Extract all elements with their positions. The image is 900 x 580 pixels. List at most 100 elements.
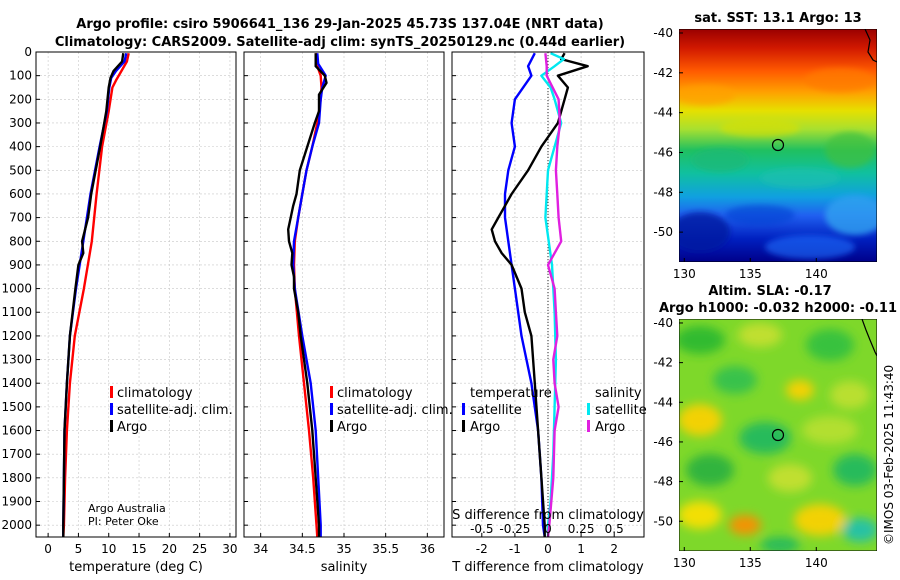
y-tick-label: 500	[9, 163, 32, 177]
sst-map	[679, 29, 877, 262]
x-tick-label: 0	[44, 542, 52, 556]
series-line-satellite-adj-clim-	[292, 53, 327, 537]
x-tick-label: 20	[162, 542, 177, 556]
sst-map-title: sat. SST: 13.1 Argo: 13	[694, 11, 861, 26]
map-y-tick-label: -50	[653, 514, 673, 528]
map-x-tick-label: 135	[739, 267, 762, 281]
series-line-satellite-adj-clim-	[62, 52, 128, 537]
legend-swatch-climatology	[110, 386, 113, 398]
map-y-tick-label: -42	[653, 66, 673, 80]
y-tick-label: 900	[9, 258, 32, 272]
legend-swatch-satellite	[110, 403, 113, 415]
x-tick-label: -1	[509, 542, 521, 556]
x-tick-label: 34.5	[289, 542, 316, 556]
map-y-tick-label: -44	[653, 395, 673, 409]
sla-map-title2: Argo h1000: -0.032 h2000: -0.11	[659, 301, 897, 316]
y-tick-label: 1600	[1, 424, 32, 438]
y-tick-label: 1100	[1, 305, 32, 319]
legend-label-climatology: climatology	[337, 386, 413, 401]
legend-swatch-s-argo	[587, 420, 590, 432]
map-y-tick-label: -46	[653, 145, 673, 159]
map-y-tick-label: -44	[653, 106, 673, 120]
legend-title-temperature: temperature	[470, 386, 552, 401]
difference-panel: -2 -1 0 1 2 -0.5 -0.25 0 0.25 0.5S difference fro…	[451, 51, 645, 575]
y-tick-label: 700	[9, 211, 32, 225]
temperature-panel: 0100200300400500600700800900100011001200…	[1, 45, 237, 575]
y-tick-label: 0	[24, 45, 32, 59]
x-tick-label: -2	[476, 542, 488, 556]
legend-title-salinity: salinity	[595, 386, 642, 401]
x-axis-label: temperature (deg C)	[69, 560, 203, 575]
map-y-tick-label: -40	[653, 26, 673, 40]
s-tick-label: -0.25	[499, 522, 530, 536]
x-tick-label: 30	[222, 542, 237, 556]
map-y-tick-label: -50	[653, 225, 673, 239]
sla-texture	[679, 323, 877, 551]
difference-legend: temperature satellite Argo salinity sate…	[462, 386, 647, 435]
legend-label-t-argo: Argo	[470, 420, 500, 435]
y-tick-label: 1800	[1, 471, 32, 485]
series-line-argo	[62, 53, 125, 537]
x-tick-label: 25	[192, 542, 207, 556]
y-tick-label: 100	[9, 69, 32, 83]
coastline	[861, 319, 877, 357]
map-y-tick-label: -46	[653, 435, 673, 449]
salinity-legend: climatology satellite-adj. clim. Argo	[330, 386, 453, 435]
salinity-panel: 34 34.5 35 35.5 36 salinity	[243, 51, 445, 575]
map-y-tick-label: -40	[653, 316, 673, 330]
s-axis-label: S difference from climatology	[452, 508, 644, 523]
y-tick-label: 600	[9, 187, 32, 201]
y-tick-label: 800	[9, 234, 32, 248]
sst-texture	[679, 68, 877, 259]
legend-swatch-argo	[110, 420, 113, 432]
series-line-s-argo	[544, 53, 563, 538]
y-tick-label: 1000	[1, 282, 32, 296]
map-y-tick-label: -48	[653, 185, 673, 199]
legend-swatch-satellite	[330, 403, 333, 415]
x-tick-label: 35.5	[372, 542, 399, 556]
x-axis-label: T difference from climatology	[451, 560, 644, 575]
credit-line1: Argo Australia	[88, 502, 166, 515]
x-tick-label: 36	[420, 542, 435, 556]
sla-map	[679, 319, 877, 551]
legend-label-s-satellite: satellite	[595, 403, 647, 418]
sla-map-axes: -40 -42 -44 -46 -48 -50 130 135 140	[653, 316, 827, 570]
plot-frame	[35, 51, 237, 538]
legend-label-argo: Argo	[117, 420, 147, 435]
x-tick-label: 34	[253, 542, 268, 556]
y-tick-label: 2000	[1, 518, 32, 532]
sla-argo-marker	[771, 428, 785, 442]
x-tick-label: 15	[131, 542, 146, 556]
x-axis-label: salinity	[321, 560, 368, 575]
map-x-tick-label: 130	[673, 267, 696, 281]
y-tick-label: 1700	[1, 447, 32, 461]
sst-argo-marker	[771, 138, 785, 152]
legend-label-argo: Argo	[337, 420, 367, 435]
legend-label-t-satellite: satellite	[470, 403, 522, 418]
x-tick-label: 2	[610, 542, 618, 556]
x-tick-label: 5	[75, 542, 83, 556]
map-y-tick-label: -42	[653, 356, 673, 370]
y-tick-label: 400	[9, 140, 32, 154]
x-tick-label: 0	[544, 542, 552, 556]
x-tick-label: 10	[101, 542, 116, 556]
s-tick-label: 0.25	[568, 522, 595, 536]
x-tick-label: 35	[336, 542, 351, 556]
series-line-t-satellite	[503, 52, 546, 538]
legend-swatch-t-argo	[462, 420, 465, 432]
sla-map-title1: Altim. SLA: -0.17	[708, 284, 831, 299]
legend-swatch-s-satellite	[587, 403, 590, 415]
legend-label-climatology: climatology	[117, 386, 193, 401]
y-tick-label: 300	[9, 116, 32, 130]
map-y-tick-label: -48	[653, 475, 673, 489]
map-x-tick-label: 140	[805, 267, 828, 281]
s-tick-label: -0.5	[470, 522, 493, 536]
legend-swatch-t-satellite	[462, 403, 465, 415]
y-tick-label: 1400	[1, 376, 32, 390]
legend-swatch-climatology	[330, 386, 333, 398]
series-line-climatology	[62, 52, 130, 538]
temperature-legend: climatology satellite-adj. clim. Argo	[110, 386, 233, 435]
s-tick-label: 0	[544, 522, 552, 536]
legend-label-satellite: satellite-adj. clim.	[117, 403, 233, 418]
